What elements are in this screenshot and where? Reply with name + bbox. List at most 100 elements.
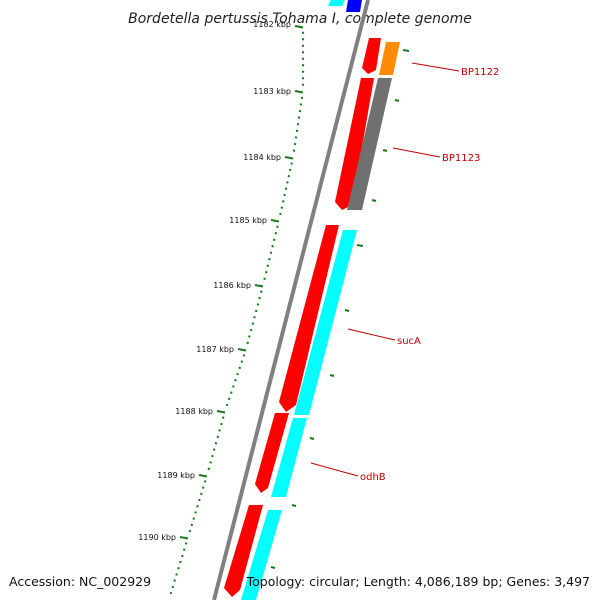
minor-tick xyxy=(301,64,305,67)
tick-label: 1190 kbp xyxy=(138,533,176,542)
tick-label: 1184 kbp xyxy=(243,153,281,162)
minor-tick xyxy=(248,335,251,338)
minor-tick xyxy=(200,492,203,496)
label-suca: sucA xyxy=(397,336,421,347)
minor-tick xyxy=(242,354,246,357)
minor-tick xyxy=(232,385,235,388)
minor-tick xyxy=(225,403,229,407)
minor-tick xyxy=(171,585,175,589)
minor-tick xyxy=(198,498,201,502)
minor-tick xyxy=(260,290,263,293)
feature-ring-ticks xyxy=(270,49,410,569)
minor-tick xyxy=(301,70,305,73)
minor-tick xyxy=(297,116,301,119)
major-tick xyxy=(254,284,264,288)
minor-tick xyxy=(283,193,286,197)
minor-tick xyxy=(251,322,255,325)
minor-tick xyxy=(254,309,258,313)
tick-label: 1188 kbp xyxy=(175,407,213,416)
major-tick xyxy=(237,348,247,352)
tick-label: 1185 kbp xyxy=(229,216,267,225)
minor-tick xyxy=(300,96,304,100)
minor-tick xyxy=(298,109,302,113)
gene-arrow-bp1122 xyxy=(362,38,381,74)
minor-tick xyxy=(184,542,188,545)
major-tick xyxy=(270,219,280,223)
minor-tick xyxy=(214,442,218,445)
major-tick xyxy=(216,410,226,414)
accession-text: Accession: NC_002929 xyxy=(9,574,151,589)
minor-tick xyxy=(264,271,268,274)
leader-bp1122 xyxy=(411,62,460,72)
minor-tick xyxy=(290,162,293,165)
minor-tick xyxy=(253,316,256,319)
major-tick xyxy=(198,474,208,478)
minor-tick xyxy=(281,200,285,203)
minor-tick xyxy=(211,454,214,458)
minor-tick xyxy=(212,448,216,451)
minor-tick xyxy=(268,258,271,261)
major-tick xyxy=(284,156,294,160)
minor-tick xyxy=(258,296,261,300)
minor-tick xyxy=(246,341,249,345)
leader-bp1123 xyxy=(392,147,441,158)
minor-tick xyxy=(301,44,305,47)
minor-tick xyxy=(263,277,266,280)
tick-label: 1186 kbp xyxy=(213,281,251,290)
minor-tick xyxy=(203,480,207,483)
minor-tick xyxy=(295,129,299,133)
minor-tick xyxy=(301,31,305,34)
minor-tick xyxy=(220,422,223,426)
cog-feature-suca xyxy=(294,230,357,415)
minor-tick xyxy=(177,567,180,570)
minor-tick xyxy=(299,103,303,106)
minor-tick xyxy=(182,548,186,551)
genome-summary-text: Topology: circular; Length: 4,086,189 bp… xyxy=(246,574,590,589)
minor-tick xyxy=(294,136,298,139)
minor-tick xyxy=(181,554,184,558)
minor-tick xyxy=(280,206,284,209)
minor-tick xyxy=(209,461,212,464)
minor-tick xyxy=(301,83,305,86)
kbp-tick-scale xyxy=(169,25,305,595)
genome-backbone xyxy=(212,0,370,600)
minor-tick xyxy=(272,238,276,241)
major-tick xyxy=(179,536,189,540)
minor-tick xyxy=(188,529,192,533)
label-odhb: odhB xyxy=(360,472,386,483)
minor-tick xyxy=(301,38,305,41)
leader-suca xyxy=(347,328,396,341)
cog-feature-bp1123 xyxy=(347,78,392,210)
minor-tick xyxy=(266,264,270,267)
tick-label: 1189 kbp xyxy=(157,471,195,480)
minor-tick xyxy=(194,511,197,514)
minor-tick xyxy=(279,212,282,216)
tick-label: 1187 kbp xyxy=(196,345,234,354)
minor-tick xyxy=(240,360,244,363)
minor-tick xyxy=(292,149,296,152)
minor-tick xyxy=(218,429,221,432)
minor-tick xyxy=(271,245,274,248)
label-bp1122: BP1122 xyxy=(461,67,499,78)
gene-arrow-bp1123 xyxy=(335,78,374,210)
gene-arrow-odhb xyxy=(255,413,289,493)
cog-feature-blue-top xyxy=(346,0,362,12)
minor-tick xyxy=(301,77,305,80)
minor-tick xyxy=(269,251,273,254)
minor-tick xyxy=(236,372,239,376)
minor-tick xyxy=(192,517,195,520)
minor-tick xyxy=(276,225,279,228)
minor-tick xyxy=(301,51,305,54)
tick-label: 1183 kbp xyxy=(253,87,291,96)
minor-tick xyxy=(296,123,300,126)
major-tick xyxy=(294,90,304,94)
minor-tick xyxy=(175,573,178,576)
minor-tick xyxy=(227,397,231,401)
map-title: Bordetella pertussis Tohama I, complete … xyxy=(128,11,472,27)
minor-tick xyxy=(256,303,260,306)
minor-tick xyxy=(190,523,194,527)
tick-label: 1182 kbp xyxy=(253,20,291,29)
label-bp1123: BP1123 xyxy=(442,153,480,164)
minor-tick xyxy=(179,560,182,564)
